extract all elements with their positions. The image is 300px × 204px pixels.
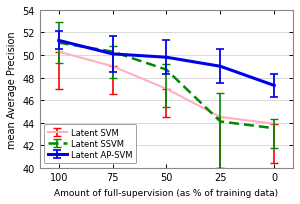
- Legend: Latent SVM, Latent SSVM, Latent AP-SVM: Latent SVM, Latent SSVM, Latent AP-SVM: [44, 124, 136, 164]
- X-axis label: Amount of full-supervision (as % of training data): Amount of full-supervision (as % of trai…: [54, 188, 278, 197]
- Y-axis label: mean Average Precision: mean Average Precision: [7, 31, 17, 148]
